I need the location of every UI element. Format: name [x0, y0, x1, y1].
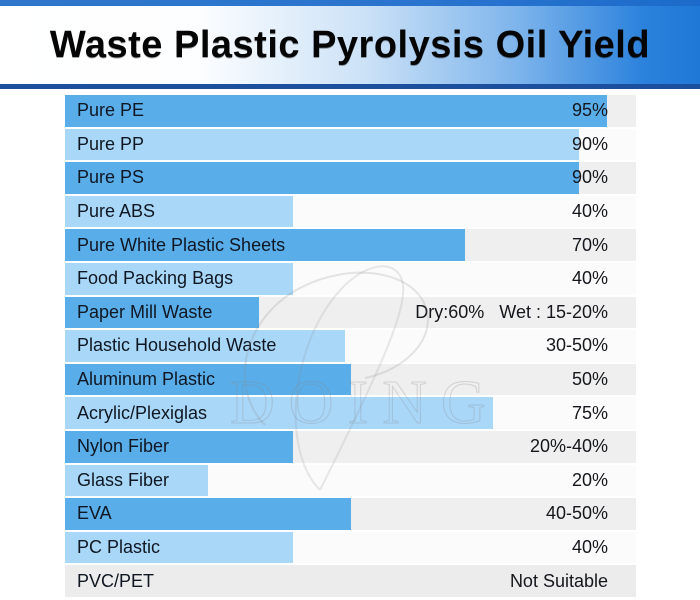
table-row: Paper Mill Waste Dry:60% Wet : 15-20% [65, 296, 636, 329]
yield-value: 50% [571, 369, 608, 390]
page-title: Waste Plastic Pyrolysis Oil Yield [49, 23, 651, 66]
banner-bottom-edge [0, 84, 700, 89]
table-row: Nylon Fiber 20%-40% [65, 430, 636, 463]
yield-bar [65, 229, 465, 261]
table-row: Glass Fiber 20% [65, 464, 636, 497]
table-row: Acrylic/Plexiglas 75% [65, 397, 636, 429]
yield-value: 20%-40% [529, 436, 608, 457]
material-label: Glass Fiber [77, 469, 170, 490]
yield-value: Not Suitable [509, 570, 608, 591]
yield-bar [65, 363, 351, 396]
yield-value: 90% [571, 167, 608, 188]
yield-bar [65, 498, 351, 530]
yield-value: 70% [571, 234, 608, 255]
yield-value: 30-50% [545, 335, 608, 356]
material-label: Paper Mill Waste [77, 301, 213, 322]
material-label: PC Plastic [77, 537, 161, 558]
table-row: Pure White Plastic Sheets 70% [65, 229, 636, 261]
yield-bar [65, 430, 294, 463]
table-row: Pure PP 90% [65, 128, 636, 161]
yield-value: 90% [571, 133, 608, 154]
table-row: Plastic Household Waste 30-50% [65, 330, 636, 362]
material-label: Pure PP [77, 133, 145, 154]
table-row: Pure PE 95% [65, 95, 636, 127]
table-row: Aluminum Plastic 50% [65, 363, 636, 396]
yield-bar [65, 95, 608, 127]
material-label: Plastic Household Waste [77, 335, 277, 356]
material-label: Food Packing Bags [77, 268, 234, 289]
material-label: PVC/PET [77, 570, 155, 591]
header-banner: Waste Plastic Pyrolysis Oil Yield [0, 0, 700, 89]
yield-bar [65, 162, 579, 194]
material-label: Aluminum Plastic [77, 369, 216, 390]
material-label: EVA [77, 503, 112, 524]
yield-bar [65, 128, 579, 161]
material-label: Pure PS [77, 167, 145, 188]
yield-value: 40% [571, 537, 608, 558]
material-label: Pure PE [77, 100, 145, 121]
table-row: EVA 40-50% [65, 498, 636, 530]
yield-bar [65, 262, 294, 295]
yield-value: 20% [571, 469, 608, 490]
table-row: Pure PS 90% [65, 162, 636, 194]
table-row: PVC/PET Not Suitable [65, 565, 636, 597]
yield-value: 40% [571, 201, 608, 222]
material-label: Acrylic/Plexiglas [77, 402, 208, 423]
yield-table: Pure PE 95% Pure PP 90% Pure PS 90% Pure… [65, 95, 636, 597]
yield-value: 75% [571, 402, 608, 423]
yield-value: 40% [571, 268, 608, 289]
yield-bar [65, 531, 294, 564]
yield-bar [65, 397, 494, 429]
yield-bar [65, 296, 260, 329]
material-label: Pure ABS [77, 201, 156, 222]
table-row: Food Packing Bags 40% [65, 262, 636, 295]
yield-value: 40-50% [545, 503, 608, 524]
banner-top-edge [0, 0, 700, 6]
yield-value: Dry:60% Wet : 15-20% [415, 301, 608, 322]
table-row: Pure ABS 40% [65, 195, 636, 228]
material-label: Pure White Plastic Sheets [77, 234, 286, 255]
yield-bar [65, 195, 294, 228]
yield-bar [65, 330, 345, 362]
yield-value: 95% [571, 100, 608, 121]
table-row: PC Plastic 40% [65, 531, 636, 564]
yield-bar [65, 464, 208, 497]
material-label: Nylon Fiber [77, 436, 170, 457]
